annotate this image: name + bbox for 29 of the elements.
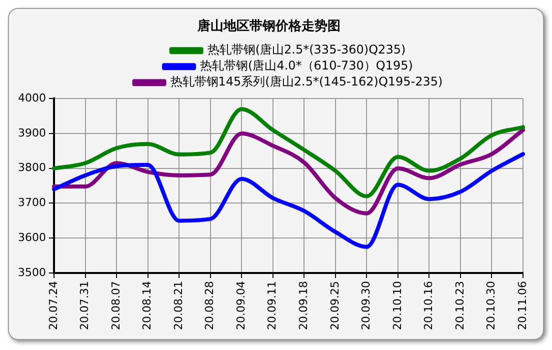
y-tick-label: 3700 xyxy=(18,196,46,210)
x-tick-label: 20.09.04 xyxy=(234,281,248,330)
x-tick-label: 20.09.25 xyxy=(328,281,342,330)
x-tick-label: 20.09.30 xyxy=(360,281,373,330)
chart-title: 唐山地区带钢价格走势图 xyxy=(196,18,340,34)
legend-label: 热轧带钢(唐山2.5*(335-360)Q235) xyxy=(207,42,406,57)
legend-label: 热轧带钢145系列(唐山2.5*(145-162)Q195-235) xyxy=(170,74,443,89)
x-tick-label: 20.09.18 xyxy=(296,281,310,330)
line-series xyxy=(52,128,525,216)
x-tick-label: 20.07.31 xyxy=(78,281,92,330)
y-tick-label: 3800 xyxy=(18,161,46,174)
x-tick-label: 20.09.11 xyxy=(266,281,279,330)
x-tick-label: 20.10.10 xyxy=(390,281,404,330)
x-tick-label: 20.08.07 xyxy=(109,281,122,330)
x-tick-label: 20.08.21 xyxy=(172,281,185,330)
y-tick-label: 4000 xyxy=(18,91,46,104)
line-series xyxy=(52,107,525,198)
x-tick-label: 20.10.23 xyxy=(453,281,466,330)
y-tick-label: 3900 xyxy=(18,126,46,140)
line-series xyxy=(52,152,525,249)
x-tick-label: 20.11.06 xyxy=(516,281,529,330)
y-tick-label: 3500 xyxy=(18,266,46,279)
x-tick-label: 20.07.24 xyxy=(46,281,60,330)
x-tick-label: 20.08.14 xyxy=(140,281,154,330)
x-tick-label: 20.10.30 xyxy=(484,281,498,330)
x-tick-label: 20.10.16 xyxy=(422,281,436,330)
legend-label: 热轧带钢(唐山4.0*（610-730）Q195) xyxy=(200,58,413,73)
x-tick-label: 20.08.28 xyxy=(203,281,216,330)
y-tick-label: 3600 xyxy=(18,230,46,244)
